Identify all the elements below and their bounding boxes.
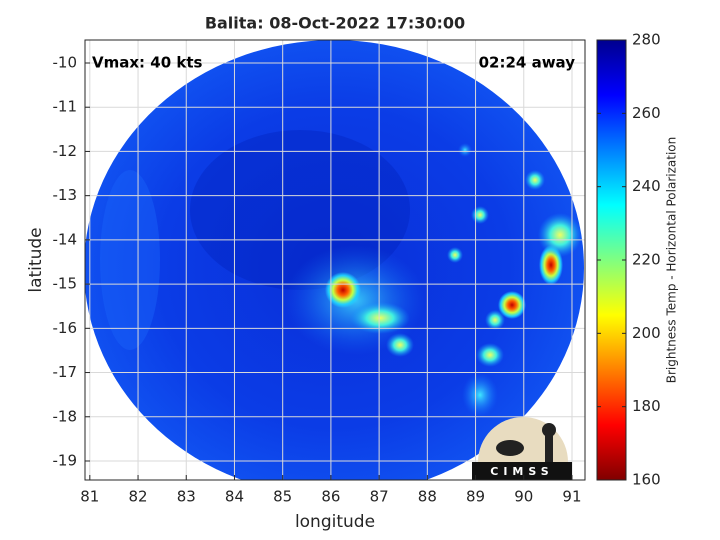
colorbar: [596, 39, 627, 481]
annotation: 02:24 away: [479, 54, 576, 72]
y-tick-label: -14: [53, 230, 78, 248]
grid: [85, 40, 585, 480]
y-tick-label: -12: [53, 142, 78, 160]
colorbar-tick-label: 260: [632, 104, 661, 122]
logo: CIMSS: [472, 417, 572, 480]
x-tick-label: 91: [562, 488, 581, 506]
x-axis-label: longitude: [295, 512, 375, 532]
y-tick-label: -18: [53, 407, 78, 425]
x-tick-label: 81: [80, 488, 99, 506]
satellite-image: [85, 40, 584, 480]
y-tick-label: -16: [53, 319, 78, 337]
y-tick-label: -15: [53, 275, 78, 293]
x-tick-label: 84: [225, 488, 244, 506]
colorbar-tick-label: 240: [632, 177, 661, 195]
x-tick-label: 85: [273, 488, 292, 506]
colorbar-tick-label: 180: [632, 397, 661, 415]
annotation: Vmax: 40 kts: [92, 54, 202, 72]
x-tick-label: 82: [128, 488, 147, 506]
y-tick-label: -17: [53, 363, 78, 381]
y-tick-label: -19: [53, 451, 78, 469]
x-tick-label: 83: [177, 488, 196, 506]
y-axis-label: latitude: [26, 227, 46, 292]
chart-title: Balita: 08-Oct-2022 17:30:00: [205, 14, 465, 33]
colorbar-tick-label: 280: [632, 31, 661, 49]
plot-frame: [84, 39, 586, 481]
colorbar-tick-label: 160: [632, 471, 661, 489]
colorbar-tick-label: 200: [632, 324, 661, 342]
x-tick-label: 86: [321, 488, 340, 506]
y-tick-label: -11: [53, 98, 78, 116]
colorbar-tick-label: 220: [632, 251, 661, 269]
y-tick-label: -13: [53, 186, 78, 204]
y-tick-label: -10: [53, 53, 78, 71]
x-tick-label: 87: [370, 488, 389, 506]
colorbar-label: Brightness Temp - Horizontal Polarizatio…: [665, 137, 679, 384]
x-tick-label: 88: [418, 488, 437, 506]
x-tick-label: 90: [514, 488, 533, 506]
x-tick-label: 89: [466, 488, 485, 506]
logo-text: CIMSS: [490, 465, 553, 478]
